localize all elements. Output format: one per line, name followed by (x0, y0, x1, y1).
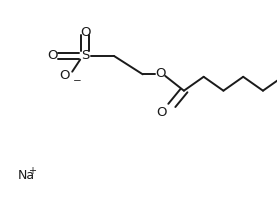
Text: Na: Na (18, 169, 35, 182)
Text: O: O (48, 49, 58, 62)
Text: O: O (80, 26, 90, 39)
Text: O: O (155, 67, 165, 80)
Text: O: O (157, 106, 167, 119)
Text: O: O (59, 69, 70, 82)
Text: −: − (73, 76, 82, 86)
Text: S: S (81, 49, 89, 62)
Text: +: + (28, 166, 36, 176)
